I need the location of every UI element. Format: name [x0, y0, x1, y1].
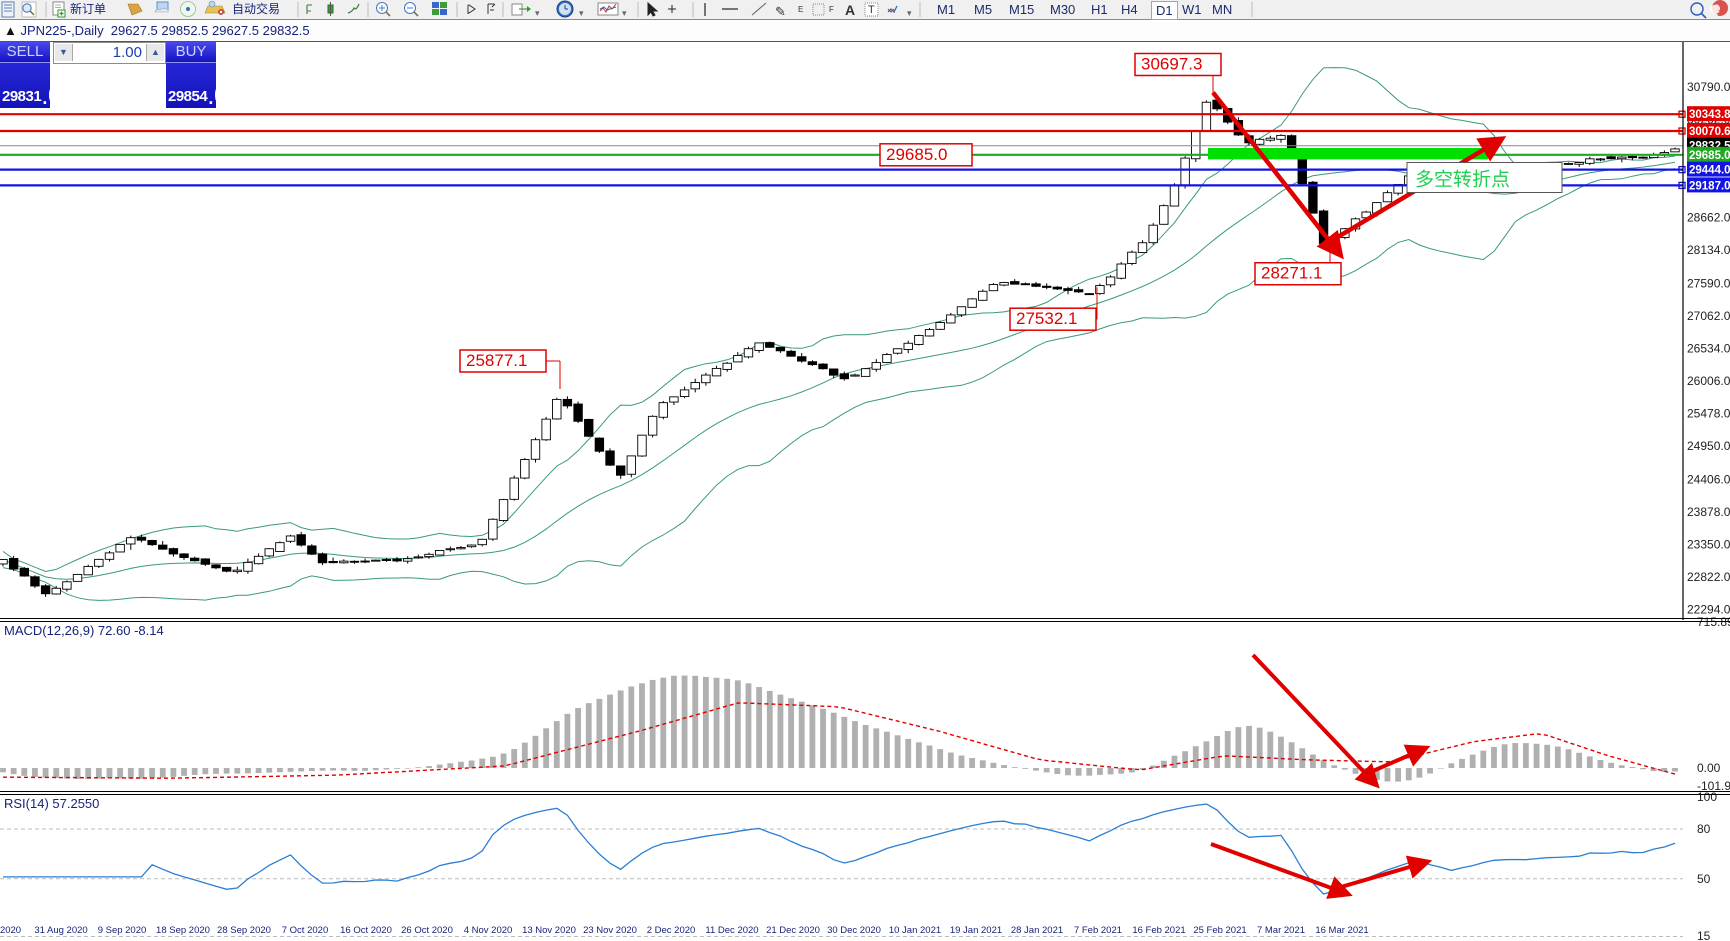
svg-text:RSI(14) 57.2550: RSI(14) 57.2550	[4, 796, 99, 811]
svg-text:1: 1	[1718, 3, 1723, 13]
svg-text:50: 50	[1697, 872, 1711, 886]
svg-text:80: 80	[1697, 822, 1711, 836]
